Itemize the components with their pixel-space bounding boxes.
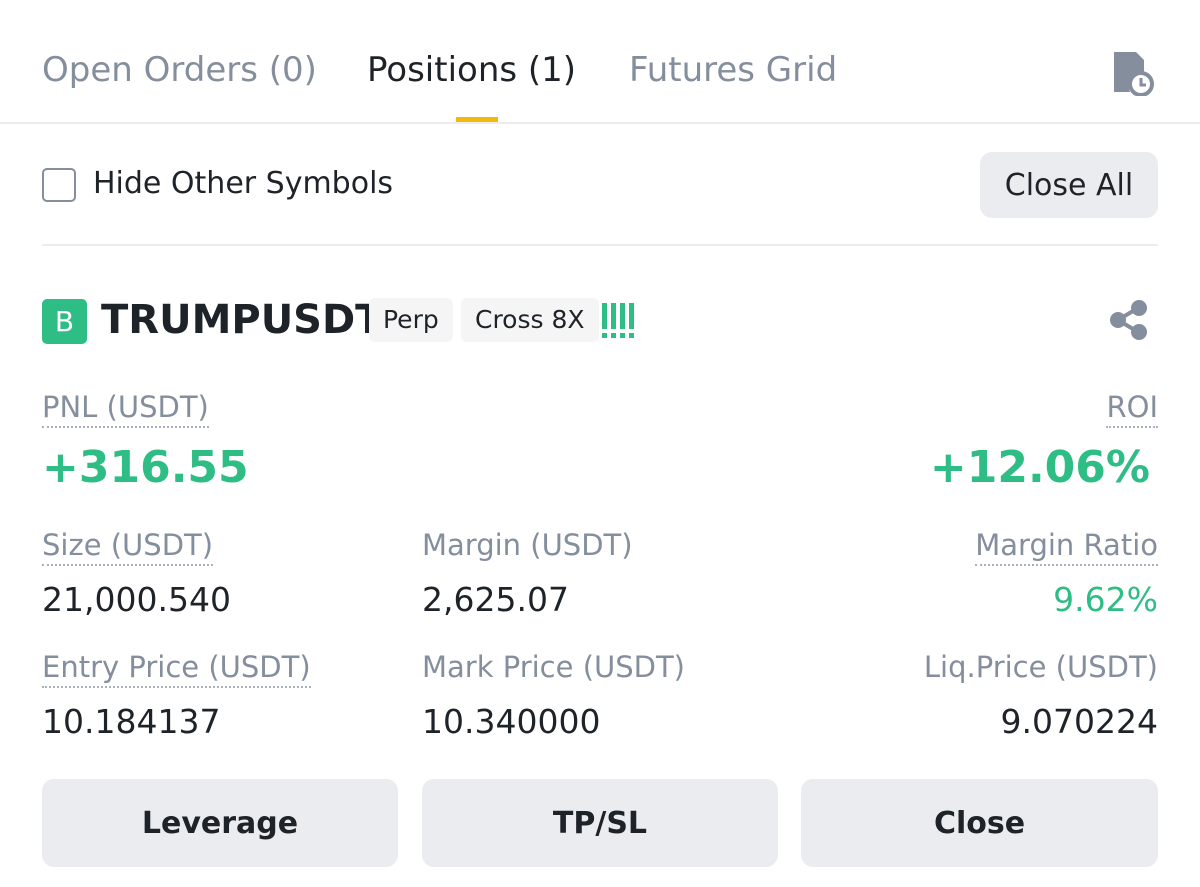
field-label: Liq.Price (USDT) [923,650,1158,684]
field-label[interactable]: Size (USDT) [42,528,214,566]
tab-indicator [456,117,498,123]
field-label[interactable]: Margin Ratio [975,528,1158,566]
checkbox-label[interactable]: Hide Other Symbols [93,166,394,201]
leverage-button[interactable]: Leverage [42,779,398,867]
field-value: 10.340000 [422,702,601,741]
field-label: Mark Price (USDT) [422,650,685,684]
roi-label[interactable]: ROI [1106,390,1158,428]
divider [0,122,1200,124]
tpsl-button[interactable]: TP/SL [422,779,778,867]
tab[interactable]: Open Orders (0) [42,50,317,90]
close-button[interactable]: Close [801,779,1158,867]
tag: Cross 8X [461,298,599,342]
tag: Perp [369,298,453,342]
field-label: Margin (USDT) [422,528,633,562]
field-value: 9.070224 [1000,702,1158,741]
history-icon[interactable] [1108,48,1154,96]
pnl-value: +316.55 [42,442,249,493]
close-all-button[interactable]: Close All [980,152,1158,218]
checkbox[interactable] [42,168,76,202]
divider [42,244,1158,246]
roi-value: +12.06% [929,442,1150,493]
field-value: 10.184137 [42,702,221,741]
field-value: 21,000.540 [42,580,231,619]
field-value: 2,625.07 [422,580,569,619]
pnl-label[interactable]: PNL (USDT) [42,390,209,428]
risk-indicator [602,303,634,338]
tab[interactable]: Positions (1) [367,50,577,90]
share-icon[interactable] [1106,298,1152,344]
tab[interactable]: Futures Grid [629,50,838,90]
field-value: 9.62% [1053,580,1158,619]
field-label[interactable]: Entry Price (USDT) [42,650,311,688]
side-badge: B [42,299,87,344]
symbol: TRUMPUSDT [101,297,383,343]
